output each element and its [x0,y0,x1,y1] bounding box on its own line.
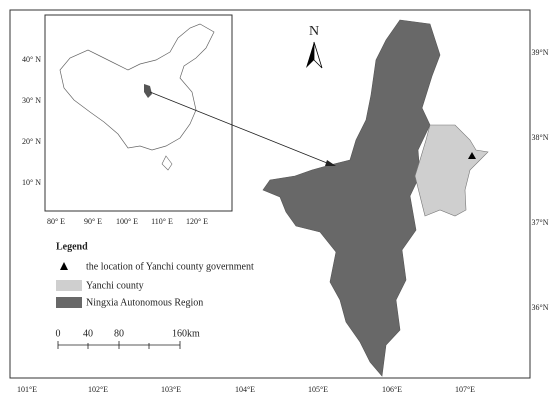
pointer-arrow [149,91,333,166]
legend-label: Yanchi county [86,280,144,291]
pointer-arrowhead [325,160,336,166]
north-arrow [313,41,323,69]
scale-label: 40 [83,328,93,339]
inset-lat-label: 40° N [22,55,41,64]
legend-label: Ningxia Autonomous Region [86,297,203,308]
lon-label: 101°E [17,385,37,394]
legend-swatch [56,297,82,308]
inset-lat-label: 10° N [22,178,41,187]
lon-label: 102°E [88,385,108,394]
scale-label: 80 [114,328,124,339]
lon-label: 103°E [161,385,181,394]
lon-label: 105°E [308,385,328,394]
lat-label: 38°N [532,133,549,142]
scale-bar [57,341,181,349]
inset-lon-label: 80° E [47,217,65,226]
north-label: N [309,24,319,39]
lat-label: 39°N [532,48,549,57]
scale-label: 160km [172,328,200,339]
legend-label: the location of Yanchi county government [86,261,254,272]
lon-label: 106°E [382,385,402,394]
legend-marker [60,262,68,270]
inset-island [161,155,173,171]
lat-label: 36°N [532,303,549,312]
legend-swatch [56,280,82,291]
legend-title: Legend [56,241,88,252]
inset-lon-label: 100° E [116,217,138,226]
inset-china [59,23,215,151]
inset-lon-label: 90° E [84,217,102,226]
inset-lon-label: 120° E [186,217,208,226]
inset-lon-label: 110° E [151,217,173,226]
ningxia-region [262,19,441,377]
government-marker [468,152,476,159]
lat-label: 37°N [532,218,549,227]
north-arrow [306,42,314,68]
inset-lat-label: 30° N [22,96,41,105]
inset-lat-label: 20° N [22,137,41,146]
lon-label: 107°E [455,385,475,394]
inset-ningxia [144,84,152,98]
lon-label: 104°E [235,385,255,394]
map-frame [9,9,531,379]
scale-label: 0 [56,328,61,339]
yanchi-county [414,124,489,217]
